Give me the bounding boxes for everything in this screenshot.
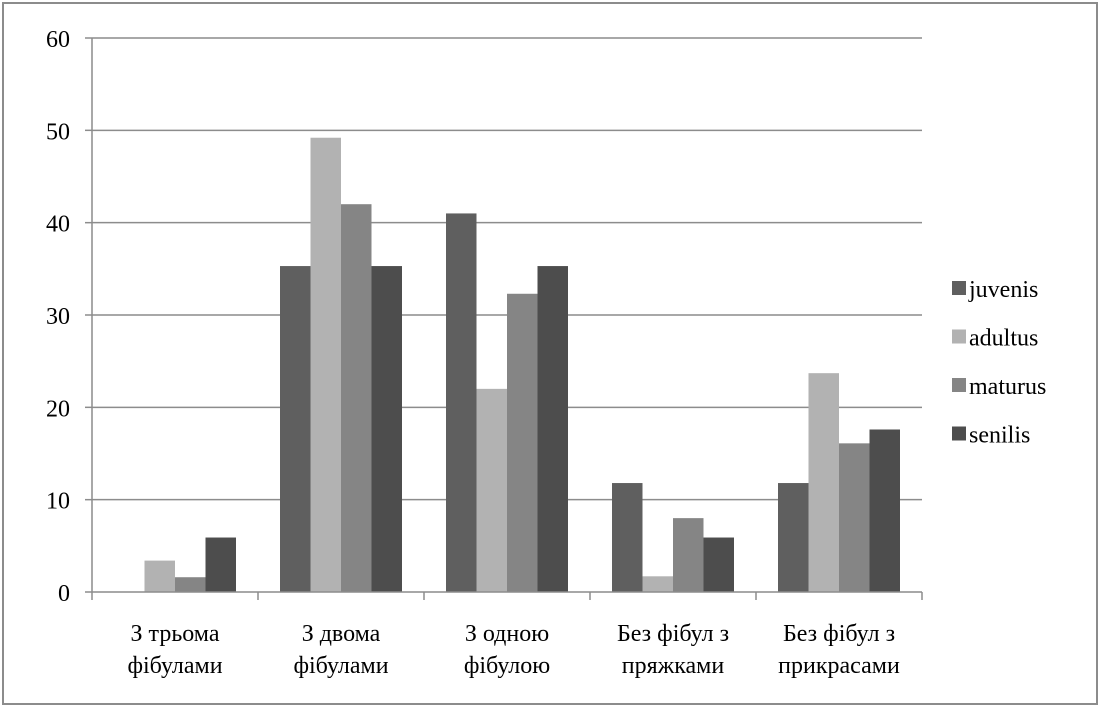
y-tick-label: 10 xyxy=(46,489,70,515)
x-category-label: фібулами xyxy=(127,653,222,679)
legend-swatch-juvenis xyxy=(952,281,966,295)
x-category-label: фібулою xyxy=(464,653,550,679)
bar-senilis xyxy=(537,266,568,592)
y-tick-label: 60 xyxy=(46,27,70,53)
bar-juvenis xyxy=(778,483,809,592)
legend-label-senilis: senilis xyxy=(969,423,1030,449)
legend-label-adultus: adultus xyxy=(969,326,1038,352)
y-tick-label: 0 xyxy=(58,581,70,607)
legend-swatch-adultus xyxy=(952,329,966,344)
y-tick-label: 50 xyxy=(46,119,70,145)
bar-adultus xyxy=(642,576,673,592)
bars xyxy=(144,137,900,592)
axes xyxy=(85,37,923,600)
legend-label-maturus: maturus xyxy=(969,374,1046,400)
bar-adultus xyxy=(808,373,839,592)
y-tick-label: 30 xyxy=(46,304,70,330)
bar-adultus xyxy=(476,388,507,592)
x-category-label: фібулами xyxy=(293,653,388,679)
axis-labels: 0 10 20 30 40 50 60 З трьома фібулами З двома фібу… xyxy=(46,27,900,679)
bar-senilis xyxy=(371,266,402,592)
bar-senilis xyxy=(703,537,734,592)
x-category-label: прикрасами xyxy=(778,653,900,679)
bar-maturus xyxy=(673,518,704,592)
x-category-label: З двома xyxy=(302,621,381,647)
x-category-label: З трьома xyxy=(131,621,220,647)
x-category-label: пряжками xyxy=(622,653,725,679)
bar-senilis xyxy=(205,537,236,592)
legend-label-juvenis: juvenis xyxy=(968,277,1038,303)
x-category-label: З одною xyxy=(465,621,549,647)
x-category-label: Без фібул з xyxy=(617,621,729,647)
bar-maturus xyxy=(341,204,372,592)
legend: juvenis adultus maturus senilis xyxy=(952,277,1046,449)
bar-adultus xyxy=(310,137,341,592)
x-category-label: Без фібул з xyxy=(783,621,895,647)
bar-juvenis xyxy=(446,213,477,592)
y-tick-label: 20 xyxy=(46,396,70,422)
bar-senilis xyxy=(869,429,900,592)
bar-maturus xyxy=(175,577,206,592)
y-tick-label: 40 xyxy=(46,212,70,238)
legend-swatch-senilis xyxy=(952,426,966,441)
bar-juvenis xyxy=(280,266,311,592)
bar-maturus xyxy=(507,293,538,592)
bar-juvenis xyxy=(612,483,643,592)
legend-swatch-maturus xyxy=(952,378,966,392)
bar-adultus xyxy=(144,560,175,592)
bar-maturus xyxy=(839,443,870,592)
